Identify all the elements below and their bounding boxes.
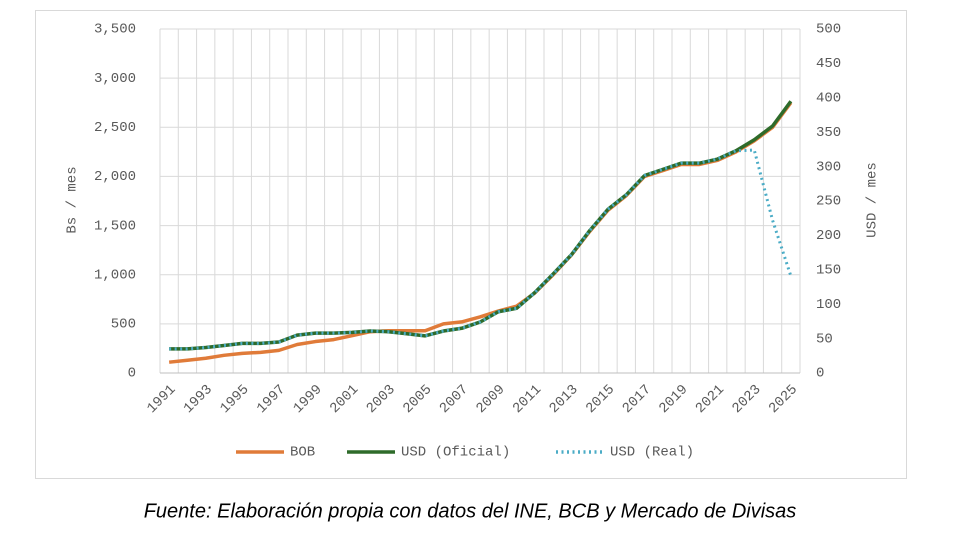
- y2-tick-label: 500: [816, 22, 841, 38]
- legend-label: BOB: [290, 445, 315, 461]
- y2-tick-label: 400: [816, 91, 841, 107]
- y-tick-label: 1,000: [94, 267, 136, 283]
- y-tick-label: 2,500: [94, 120, 136, 136]
- y2-tick-label: 0: [816, 366, 824, 382]
- y-tick-label: 3,000: [94, 71, 136, 87]
- series-line: [169, 148, 793, 351]
- y-tick-label: 0: [128, 366, 136, 382]
- y-tick-label: 3,500: [94, 22, 136, 38]
- y2-tick-label: 300: [816, 159, 841, 175]
- source-caption: Fuente: Elaboración propia con datos del…: [144, 500, 797, 522]
- legend-label: USD (Oficial): [401, 445, 510, 461]
- y2-tick-label: 450: [816, 56, 841, 72]
- y-axis-label: Bs / mes: [65, 166, 81, 233]
- legend-label: USD (Real): [610, 445, 694, 461]
- y-tick-label: 500: [111, 317, 136, 333]
- y2-tick-label: 250: [816, 194, 841, 210]
- y2-tick-label: 150: [816, 263, 841, 279]
- y2-tick-label: 100: [816, 297, 841, 313]
- y2-axis-label: USD / mes: [865, 162, 881, 238]
- y2-tick-label: 350: [816, 125, 841, 141]
- y2-tick-label: 50: [816, 331, 833, 347]
- y-tick-label: 1,500: [94, 218, 136, 234]
- y-tick-label: 2,000: [94, 169, 136, 185]
- y2-tick-label: 200: [816, 228, 841, 244]
